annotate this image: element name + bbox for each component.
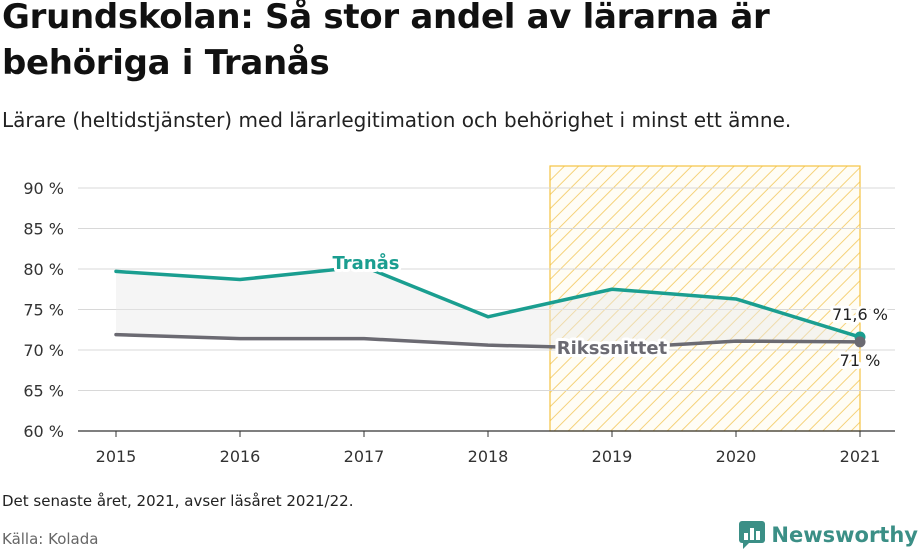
y-tick-label: 80 % (23, 260, 64, 279)
chart-subtitle: Lärare (heltidstjänster) med lärarlegiti… (2, 108, 792, 132)
highlight-region (549, 165, 861, 432)
series-label-tranas: Tranås (333, 252, 400, 274)
brand-name: Newsworthy (771, 523, 918, 547)
x-tick-label: 2019 (592, 447, 633, 466)
data-point (854, 336, 866, 348)
footnote: Det senaste året, 2021, avser läsåret 20… (2, 492, 354, 510)
brand-logo: Newsworthy (739, 518, 918, 552)
y-tick-label: 75 % (23, 301, 64, 320)
y-tick-label: 90 % (23, 179, 64, 198)
series-line-rikssnittet (114, 332, 862, 351)
x-tick-label: 2016 (220, 447, 261, 466)
x-tick-label: 2017 (344, 447, 385, 466)
series-label-rikssnittet: Rikssnittet (557, 338, 668, 359)
x-tick-label: 2021 (840, 447, 881, 466)
x-tick-label: 2020 (716, 447, 757, 466)
y-tick-label: 60 % (23, 422, 64, 441)
chart-title: Grundskolan: Så stor andel av lärarna är… (2, 0, 770, 83)
y-tick-label: 70 % (23, 341, 64, 360)
difference-area (116, 266, 860, 349)
x-tick-label: 2018 (468, 447, 509, 466)
x-tick-label: 2015 (96, 447, 137, 466)
y-tick-label: 85 % (23, 220, 64, 239)
source-note: Källa: Kolada (2, 530, 99, 548)
end-label-tranas: 71,6 % (832, 305, 888, 324)
newsworthy-logo-icon (739, 521, 766, 549)
end-label-rikssnittet: 71 % (840, 351, 881, 370)
series-line-tranas (114, 264, 862, 339)
y-tick-label: 65 % (23, 382, 64, 401)
line-chart: 60 % 65 % 70 % 75 % 80 % 85 % 90 % 2015 2016 2017… (23, 165, 895, 466)
